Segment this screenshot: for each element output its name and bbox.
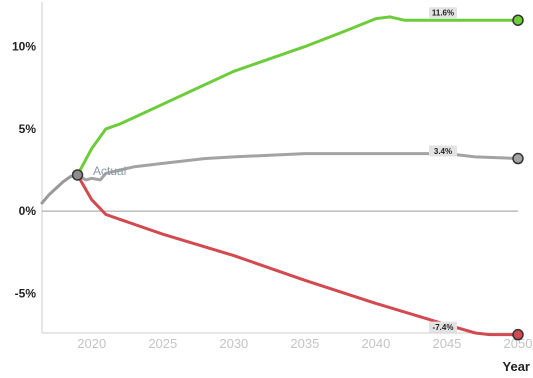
axes: 10% 5% 0% -5% 2020 2025 2030 2035 2040 2045 2050 Ye… — [12, 2, 532, 374]
y-tick-label: -5% — [15, 286, 37, 300]
x-tick-label: 2040 — [361, 336, 390, 351]
data-label-text: 3.4% — [434, 147, 452, 156]
series-markers — [71, 14, 524, 341]
x-tick-label: 2050 — [504, 336, 533, 351]
x-tick-label: 2035 — [290, 336, 319, 351]
end-point-mid — [512, 152, 524, 165]
data-label-low: -7.4% — [429, 321, 457, 333]
data-labels: 11.6% 3.4% -7.4% Actual — [93, 7, 457, 333]
series-line-mid — [76, 152, 520, 182]
x-axis-title: Year — [503, 359, 530, 374]
series-line-low — [76, 173, 520, 337]
data-label-bg — [429, 145, 457, 157]
data-label-bg — [429, 7, 457, 19]
series-lines — [40, 15, 520, 337]
data-label-bg — [429, 321, 457, 333]
data-label-text: -7.4% — [433, 323, 454, 332]
x-tick-label: 2030 — [219, 336, 248, 351]
x-tick-label: 2025 — [148, 336, 177, 351]
x-tick-label: 2020 — [77, 336, 106, 351]
y-tick-label: 0% — [19, 204, 37, 218]
data-label-high: 11.6% — [429, 7, 457, 19]
junction-point — [71, 169, 84, 181]
actual-annotation: Actual — [93, 164, 126, 178]
y-tick-label: 5% — [19, 122, 37, 136]
x-tick-label: 2045 — [432, 336, 461, 351]
series-line-high — [76, 15, 520, 177]
end-point-high — [512, 14, 524, 26]
data-label-mid: 3.4% — [429, 145, 457, 157]
data-label-text: 11.6% — [432, 9, 454, 18]
end-point-low — [512, 328, 524, 341]
series-line-actual — [40, 173, 79, 205]
y-tick-label: 10% — [12, 40, 36, 54]
